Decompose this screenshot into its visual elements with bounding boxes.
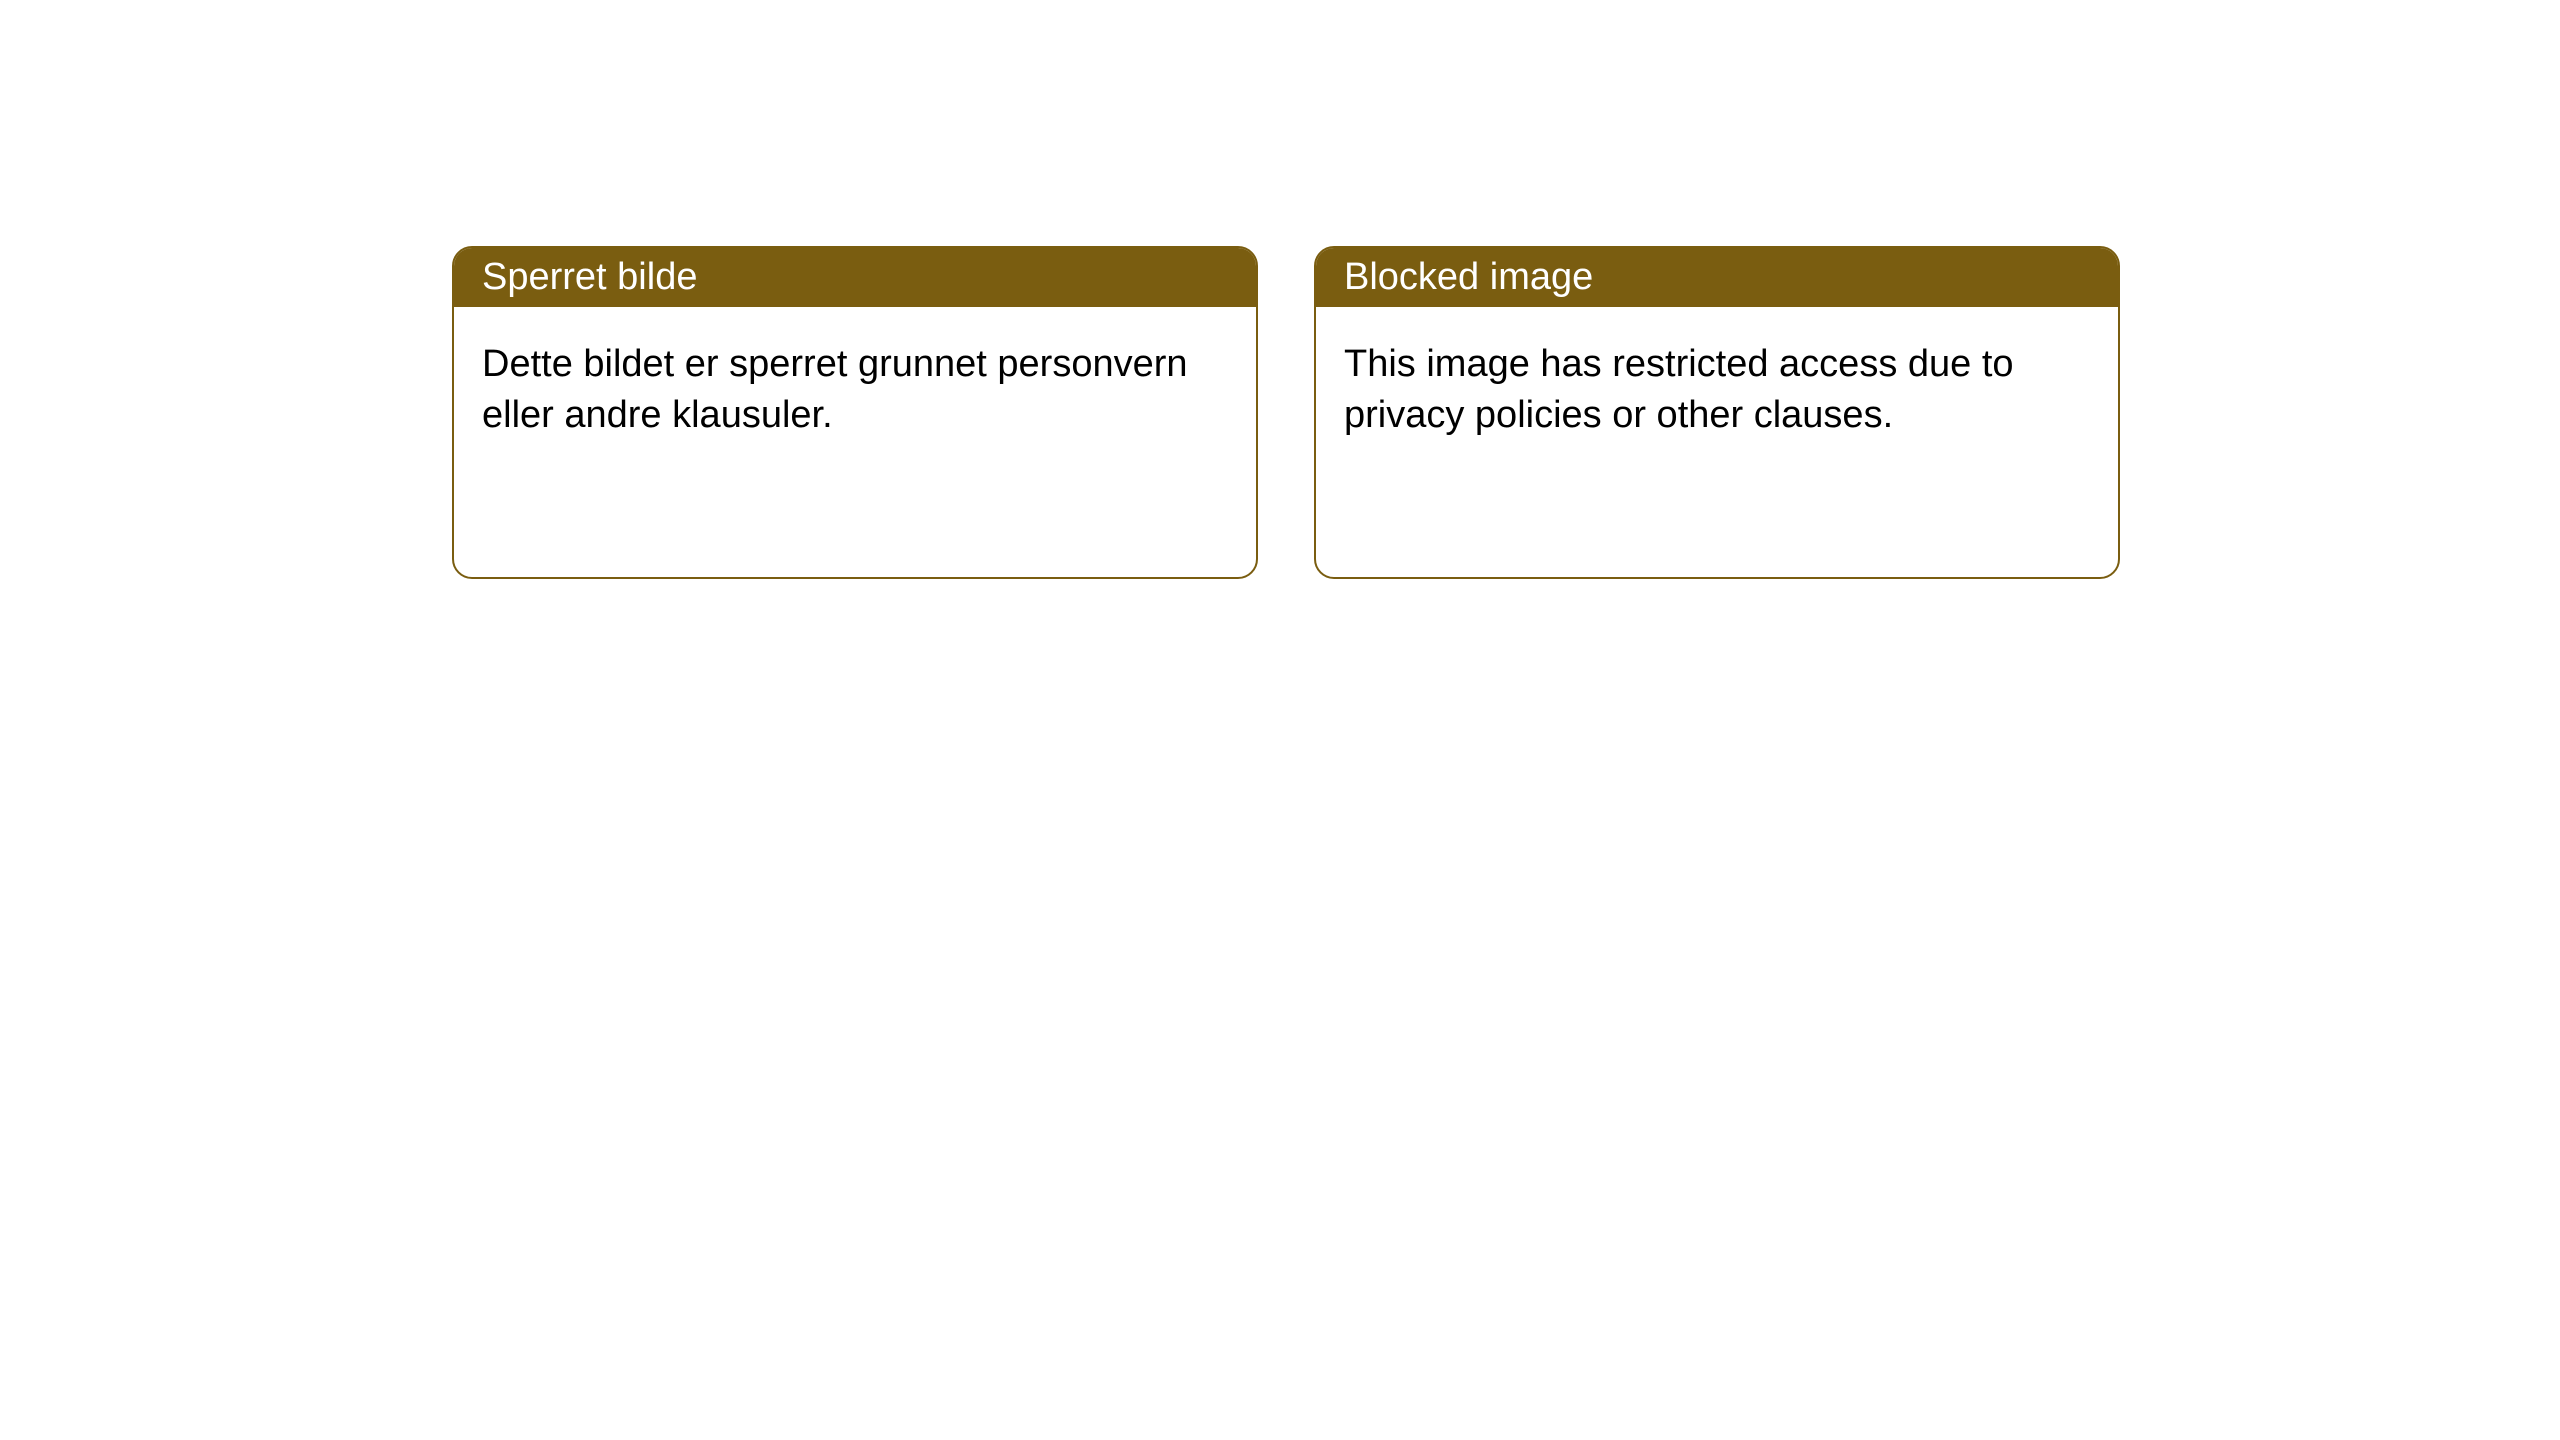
card-body-en: This image has restricted access due to … [1316,307,2118,577]
card-title-no: Sperret bilde [482,256,697,298]
card-message-no: Dette bildet er sperret grunnet personve… [482,339,1228,442]
card-title-en: Blocked image [1344,256,1593,298]
blocked-image-card-no: Sperret bilde Dette bildet er sperret gr… [452,246,1258,579]
notice-container: Sperret bilde Dette bildet er sperret gr… [0,0,2560,579]
card-message-en: This image has restricted access due to … [1344,339,2090,442]
blocked-image-card-en: Blocked image This image has restricted … [1314,246,2120,579]
card-header-no: Sperret bilde [454,248,1256,307]
card-body-no: Dette bildet er sperret grunnet personve… [454,307,1256,577]
card-header-en: Blocked image [1316,248,2118,307]
